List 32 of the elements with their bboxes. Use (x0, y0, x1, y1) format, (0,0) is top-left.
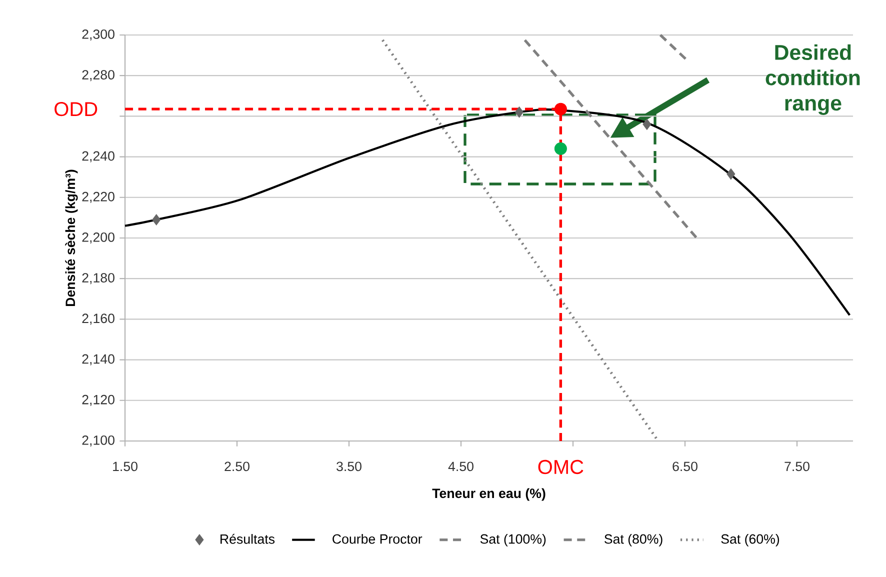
point (514, 106, 524, 118)
legend-label: Sat (60%) (721, 534, 780, 546)
x-tick-label: 2.50 (224, 462, 250, 472)
y-tick-label: 2,200 (82, 232, 114, 244)
legend-label: Sat (80%) (604, 534, 662, 546)
legend-label: Courbe Proctor (332, 534, 422, 544)
y-tick-label: 2,140 (82, 354, 114, 366)
x-tick-label: 4.50 (448, 462, 474, 472)
x-tick-label: 7.50 (784, 462, 810, 472)
legend-label: Résultats (220, 534, 275, 544)
y-tick-label: 2,100 (82, 435, 114, 447)
point (554, 142, 567, 155)
x-tick-label: 3.50 (336, 462, 362, 472)
x-tick-label: 6.50 (672, 462, 698, 472)
ref-line-label: ODD (54, 102, 98, 116)
y-tick-label: 2,300 (82, 29, 114, 41)
x-axis-title: Teneur en eau (%) (432, 488, 546, 501)
y-tick-label: 2,280 (82, 70, 114, 82)
y-tick-label: 2,220 (82, 192, 114, 203)
y-tick-label: 2,120 (82, 394, 114, 406)
ref-line-label: OMC (538, 460, 584, 474)
annotation: Desired condition range (766, 44, 860, 115)
legend-label: Sat (100%) (480, 534, 546, 546)
x-tick-label: 1.50 (113, 462, 138, 472)
point (642, 118, 652, 130)
point (152, 214, 161, 226)
point (554, 102, 567, 116)
y-tick-label: 2,180 (82, 273, 114, 284)
point (726, 168, 736, 180)
y-tick-label: 2,160 (82, 314, 114, 325)
y-tick-label: 2,240 (82, 151, 114, 162)
y-axis-title: Densité sèche (kg/m³) (65, 170, 78, 306)
